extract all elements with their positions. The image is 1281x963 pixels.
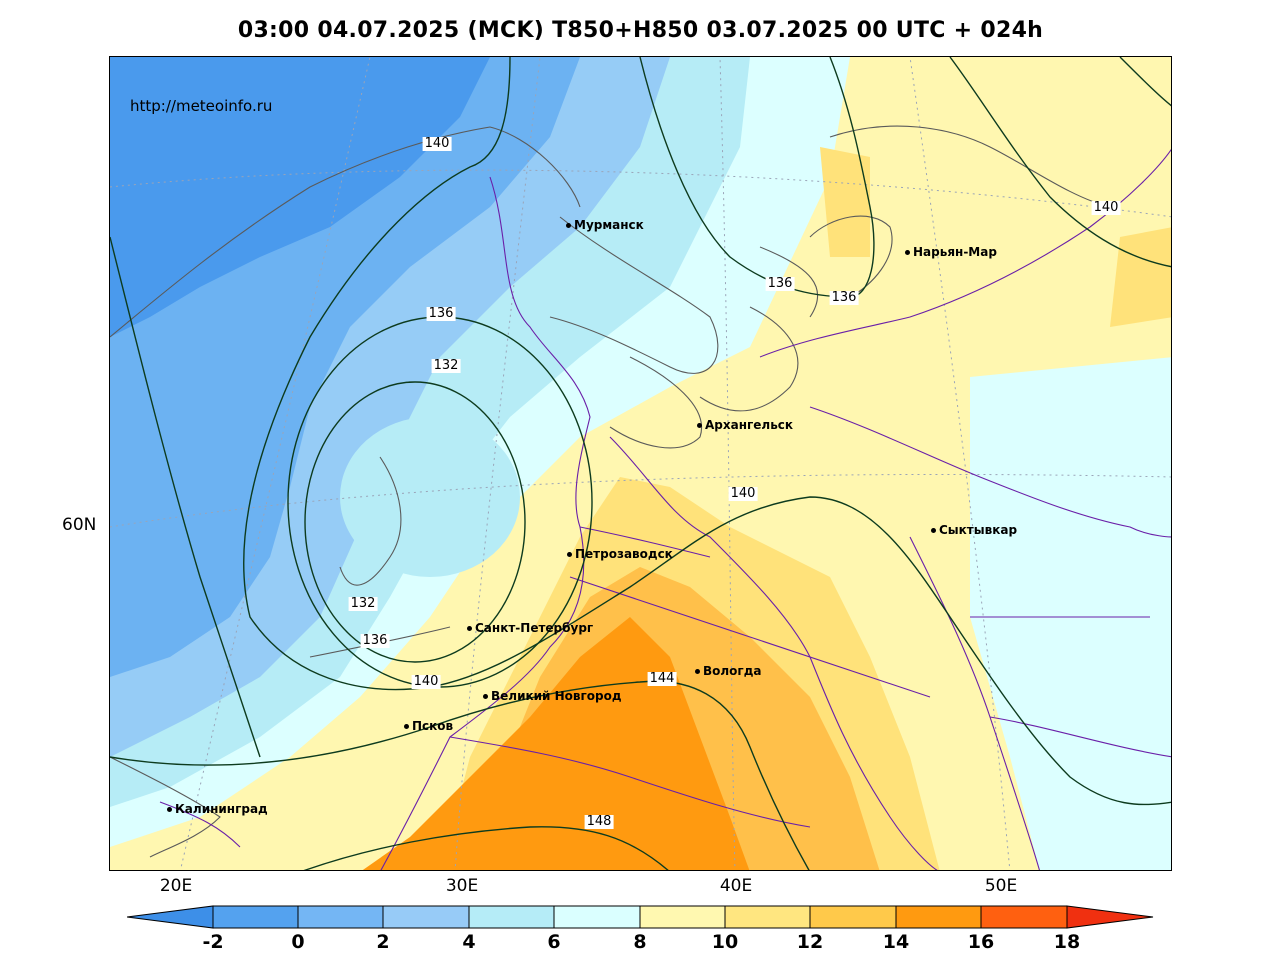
city-dot bbox=[404, 724, 409, 729]
colorbar-bin bbox=[724, 905, 811, 929]
colorbar-bin bbox=[468, 905, 555, 929]
colorbar-tick: 16 bbox=[967, 931, 995, 953]
colorbar-high-arrow bbox=[1066, 905, 1154, 929]
lat-label-60n: 60N bbox=[62, 515, 97, 535]
site-url[interactable]: http://meteoinfo.ru bbox=[130, 97, 273, 115]
colorbar bbox=[127, 905, 1154, 929]
contour-label-144: 144 bbox=[647, 671, 677, 686]
city-veliky-novgorod[interactable]: Великий Новгород bbox=[483, 689, 622, 703]
city-label: Калининград bbox=[175, 802, 268, 816]
region-far-east-yellow bbox=[1110, 227, 1171, 327]
colorbar-bin bbox=[980, 905, 1068, 929]
region-east-cyan bbox=[970, 357, 1171, 870]
city-petrozavodsk[interactable]: Петрозаводск bbox=[567, 547, 673, 561]
map-title: 03:00 04.07.2025 (MCK) T850+H850 03.07.2… bbox=[237, 18, 1044, 43]
colorbar-tick: 2 bbox=[376, 931, 390, 953]
lon-label-20e: 20E bbox=[159, 876, 193, 896]
contour-label-136: 136 bbox=[426, 306, 456, 321]
city-dot bbox=[566, 223, 571, 228]
contour-label-140: 140 bbox=[411, 674, 441, 689]
map-area[interactable]: http://meteoinfo.ru bbox=[109, 56, 1172, 871]
region-ne-yellow bbox=[820, 147, 870, 257]
colorbar-bin bbox=[212, 905, 299, 929]
colorbar-bin bbox=[639, 905, 726, 929]
city-dot bbox=[695, 669, 700, 674]
city-saint-petersburg[interactable]: Санкт-Петербург bbox=[467, 621, 593, 635]
contour-label-136: 136 bbox=[829, 290, 859, 305]
colorbar-bin bbox=[553, 905, 641, 929]
city-arkhangelsk[interactable]: Архангельск bbox=[697, 418, 793, 432]
contours bbox=[110, 57, 1171, 870]
contour-label-132: 132 bbox=[348, 596, 378, 611]
region-deep-blue bbox=[110, 57, 490, 337]
city-label: Архангельск bbox=[705, 418, 794, 432]
contour-label-148: 148 bbox=[584, 814, 614, 829]
city-syktyvkar[interactable]: Сыктывкар bbox=[931, 523, 1017, 537]
city-dot bbox=[483, 694, 488, 699]
colorbar-low-arrow bbox=[127, 905, 214, 929]
city-label: Вологда bbox=[703, 664, 762, 678]
city-label: Великий Новгород bbox=[491, 689, 622, 703]
colorbar-tick: 10 bbox=[711, 931, 739, 953]
colorbar-bin bbox=[809, 905, 897, 929]
low-pocket bbox=[340, 417, 520, 577]
city-dot bbox=[905, 250, 910, 255]
contour-label-136: 136 bbox=[765, 276, 795, 291]
city-naryan-mar[interactable]: Нарьян-Мар bbox=[905, 245, 997, 259]
borders bbox=[159, 148, 1171, 870]
contour-label-140: 140 bbox=[728, 486, 758, 501]
lon-label-40e: 40E bbox=[719, 876, 753, 896]
colorbar-bin bbox=[895, 905, 982, 929]
city-dot bbox=[467, 626, 472, 631]
city-label: Мурманск bbox=[574, 218, 644, 232]
city-kaliningrad[interactable]: Калининград bbox=[167, 802, 268, 816]
colorbar-tick: 4 bbox=[462, 931, 476, 953]
colorbar-tick: -2 bbox=[202, 931, 224, 953]
coastlines bbox=[110, 125, 1111, 858]
colorbar-tick: 14 bbox=[882, 931, 910, 953]
graticule bbox=[110, 57, 1171, 870]
city-dot bbox=[697, 423, 702, 428]
lon-label-50e: 50E bbox=[984, 876, 1018, 896]
city-label: Сыктывкар bbox=[939, 523, 1018, 537]
colorbar-bin bbox=[382, 905, 470, 929]
colorbar-tick: 0 bbox=[291, 931, 305, 953]
city-label: Санкт-Петербург bbox=[475, 621, 594, 635]
colorbar-tick: 12 bbox=[796, 931, 824, 953]
contour-label-140: 140 bbox=[1091, 200, 1121, 215]
city-label: Псков bbox=[412, 719, 454, 733]
colorbar-tick: 6 bbox=[547, 931, 561, 953]
contour-label-132: 132 bbox=[431, 358, 461, 373]
colorbar-tick: 18 bbox=[1053, 931, 1081, 953]
city-vologda[interactable]: Вологда bbox=[695, 664, 761, 678]
city-label: Нарьян-Мар bbox=[913, 245, 997, 259]
contour-label-136: 136 bbox=[360, 633, 390, 648]
city-pskov[interactable]: Псков bbox=[404, 719, 453, 733]
city-dot bbox=[567, 552, 572, 557]
city-label: Петрозаводск bbox=[575, 547, 673, 561]
city-murmansk[interactable]: Мурманск bbox=[566, 218, 644, 232]
lon-label-30e: 30E bbox=[445, 876, 479, 896]
city-dot bbox=[167, 807, 172, 812]
temperature-field bbox=[110, 57, 1171, 870]
colorbar-tick: 8 bbox=[633, 931, 647, 953]
city-dot bbox=[931, 528, 936, 533]
contour-label-140: 140 bbox=[422, 136, 452, 151]
colorbar-bin bbox=[297, 905, 384, 929]
